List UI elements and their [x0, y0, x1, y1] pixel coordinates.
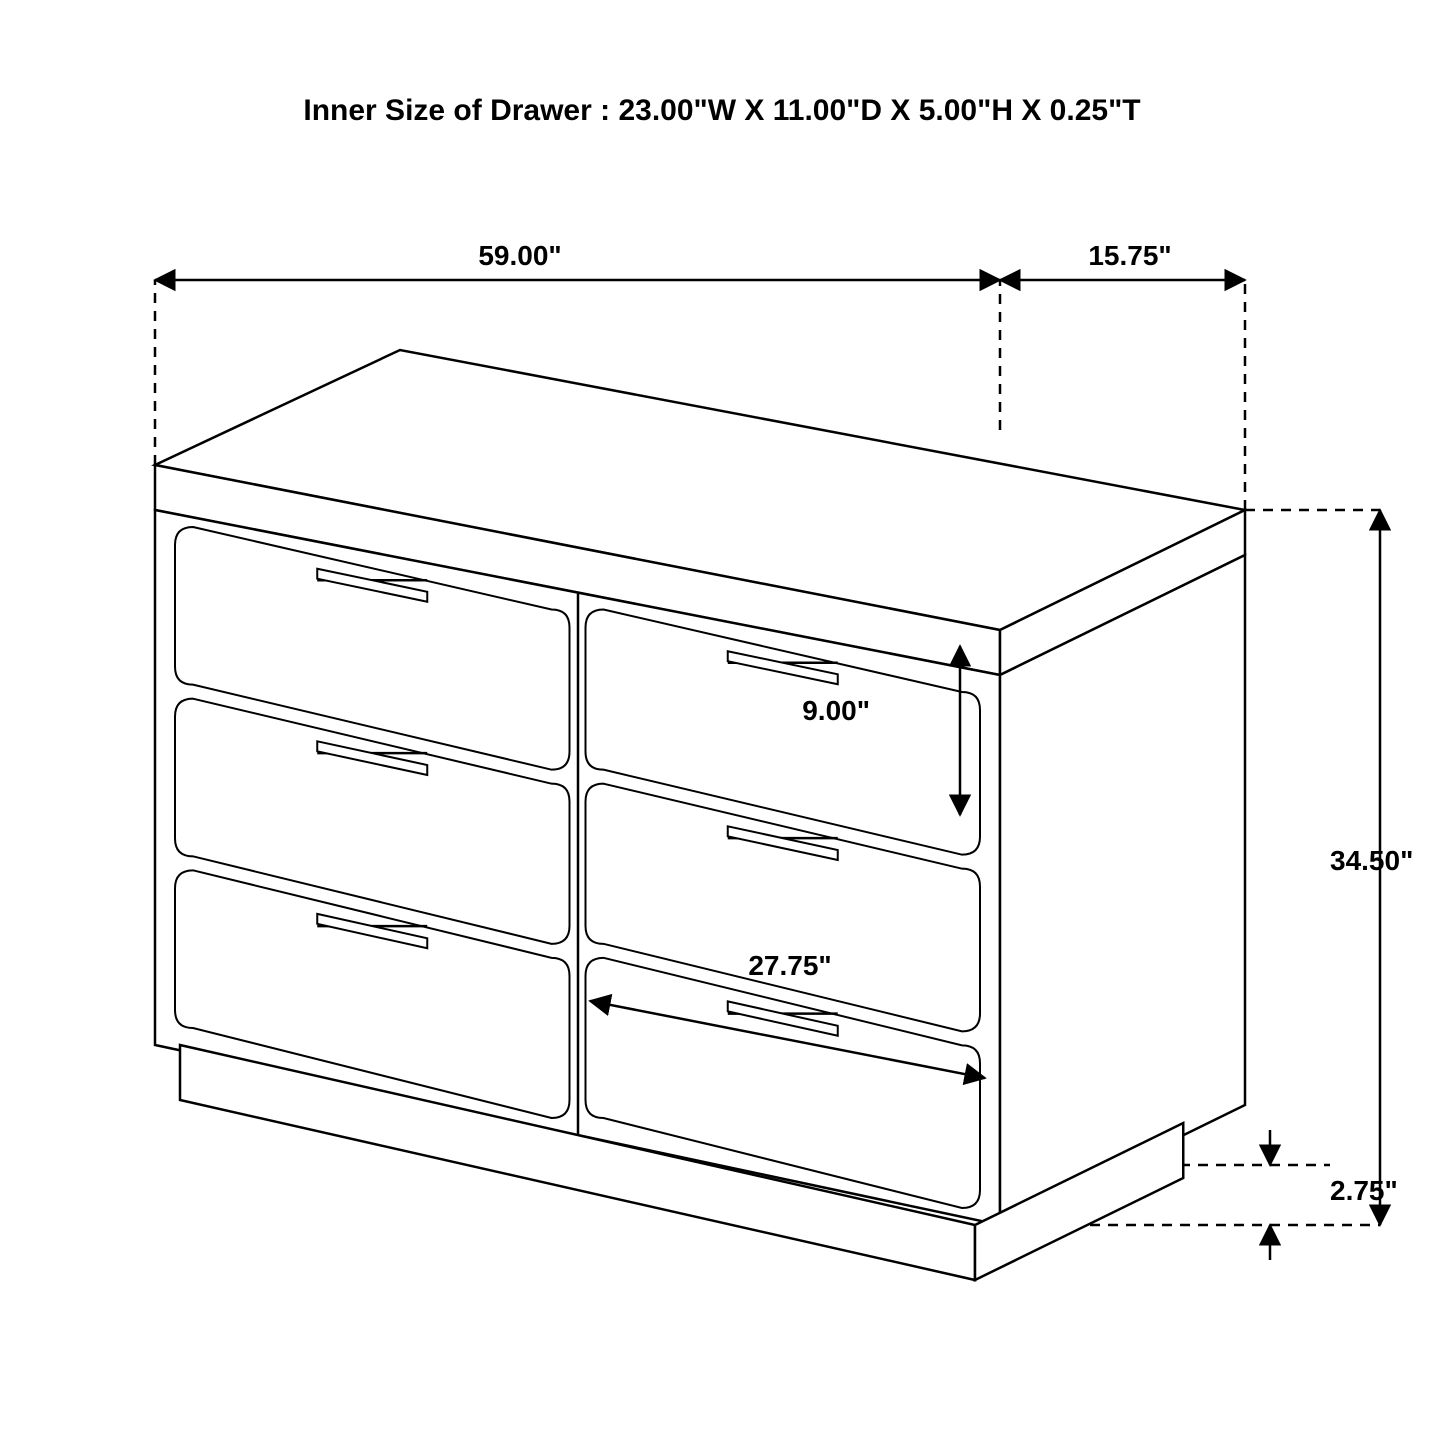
dim-drawer-height-label: 9.00": [802, 695, 870, 726]
dim-width-label: 59.00": [478, 240, 561, 271]
dimension-diagram: Inner Size of Drawer : 23.00"W X 11.00"D…: [0, 0, 1445, 1445]
dim-height-label: 34.50": [1330, 845, 1413, 876]
dim-depth-label: 15.75": [1088, 240, 1171, 271]
dim-drawer-width-label: 27.75": [748, 950, 831, 981]
dim-plinth-label: 2.75": [1330, 1175, 1398, 1206]
dresser-drawing: [155, 350, 1245, 1280]
diagram-title: Inner Size of Drawer : 23.00"W X 11.00"D…: [303, 94, 1140, 127]
